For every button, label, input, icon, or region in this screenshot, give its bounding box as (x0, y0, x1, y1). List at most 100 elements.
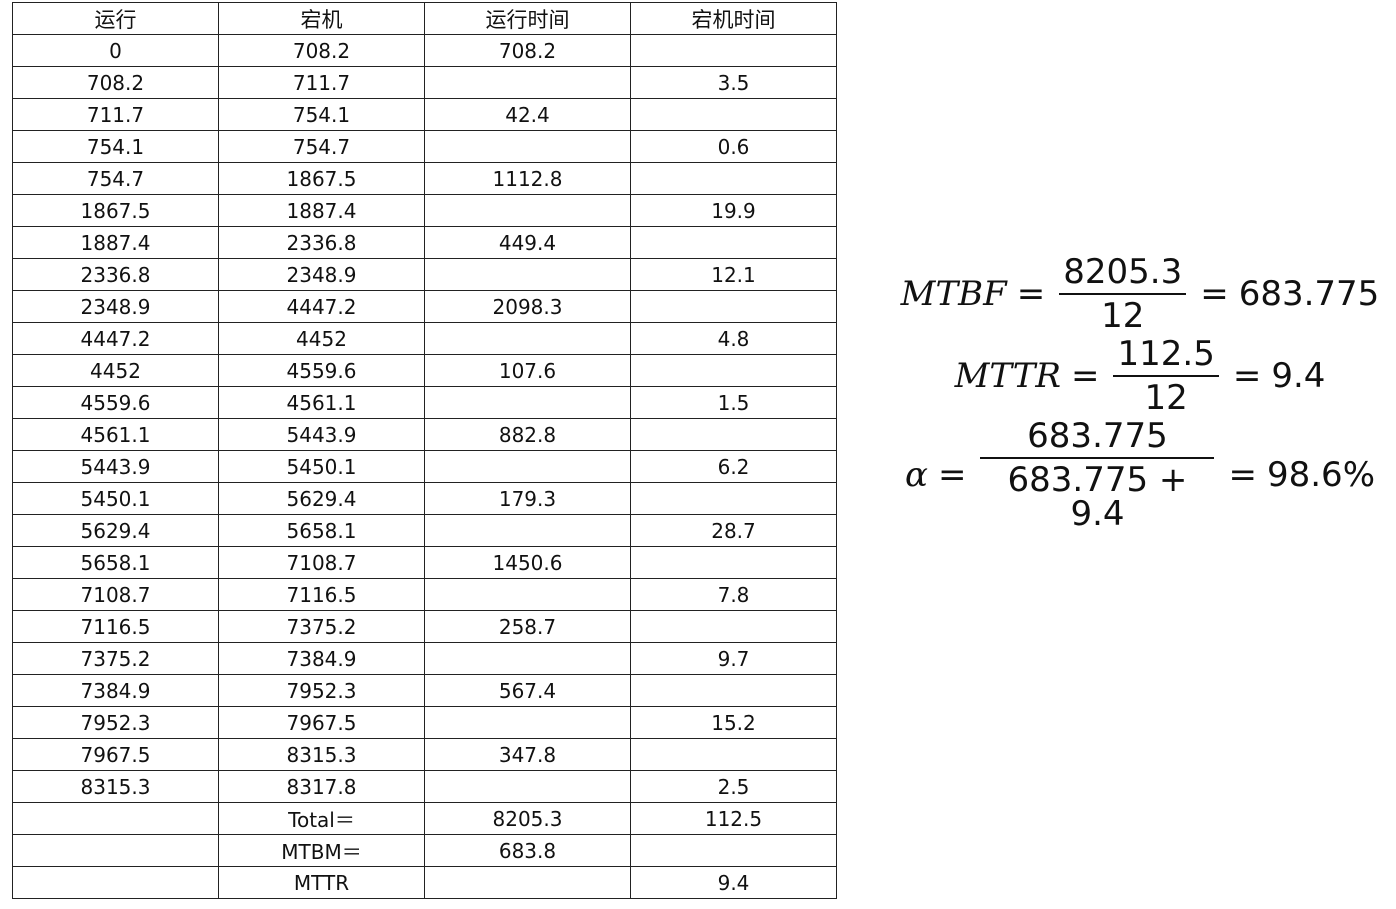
cell-down-time: 7.8 (630, 578, 837, 611)
equals-sign: = (1016, 274, 1046, 314)
cell-run: 5658.1 (12, 546, 219, 579)
cell-run: 711.7 (12, 98, 219, 131)
mttr-result: 9.4 (1271, 356, 1326, 396)
cell-down-time (630, 834, 837, 867)
table-body: 0 708.2 708.2 708.2 711.7 3.5 711.7 754.1 42.4 75… (12, 34, 837, 899)
cell-down: 8315.3 (218, 738, 425, 771)
cell-run: 7108.7 (12, 578, 219, 611)
cell-run: 2336.8 (12, 258, 219, 291)
cell-down: 7952.3 (218, 674, 425, 707)
cell-run-time: 2098.3 (424, 290, 631, 323)
table-row: 2336.8 2348.9 12.1 (12, 258, 837, 291)
cell-run: 2348.9 (12, 290, 219, 323)
cell-run-time: 258.7 (424, 610, 631, 643)
cell-run-time (424, 322, 631, 355)
equals-sign: = (1232, 356, 1262, 396)
cell-run: 4561.1 (12, 418, 219, 451)
cell-run: 8315.3 (12, 770, 219, 803)
cell-run: 5443.9 (12, 450, 219, 483)
cell-run: 5450.1 (12, 482, 219, 515)
cell-run: 754.7 (12, 162, 219, 195)
cell-down: 5450.1 (218, 450, 425, 483)
table-row: 708.2 711.7 3.5 (12, 66, 837, 99)
mttr-equation: MTTR = 112.5 12 = 9.4 (905, 337, 1375, 415)
cell-down-time (630, 610, 837, 643)
table-row: 1867.5 1887.4 19.9 (12, 194, 837, 227)
alpha-label: α (905, 455, 928, 495)
cell-down: 754.1 (218, 98, 425, 131)
equals-sign: = (1228, 455, 1257, 495)
cell-down-time (630, 738, 837, 771)
equals-sign: = (937, 455, 967, 495)
cell-down: 8317.8 (218, 770, 425, 803)
cell-run-time: 708.2 (424, 34, 631, 67)
cell-run (12, 866, 219, 899)
alpha-result: 98.6% (1266, 455, 1375, 495)
cell-down-time: 6.2 (630, 450, 837, 483)
cell-run-time (424, 706, 631, 739)
cell-run-time: 1112.8 (424, 162, 631, 195)
cell-down: 5629.4 (218, 482, 425, 515)
cell-run: 7952.3 (12, 706, 219, 739)
cell-down: MTBM＝ (218, 834, 425, 867)
cell-down: 7116.5 (218, 578, 425, 611)
cell-down: 5658.1 (218, 514, 425, 547)
cell-down: 4452 (218, 322, 425, 355)
table-row: 2348.9 4447.2 2098.3 (12, 290, 837, 323)
cell-down-time: 15.2 (630, 706, 837, 739)
table-row: 754.1 754.7 0.6 (12, 130, 837, 163)
cell-down-time: 28.7 (630, 514, 837, 547)
alpha-numerator: 683.775 (1027, 416, 1168, 456)
table-row: 5629.4 5658.1 28.7 (12, 514, 837, 547)
cell-down-time (630, 162, 837, 195)
table-row: 7384.9 7952.3 567.4 (12, 674, 837, 707)
table-row: 0 708.2 708.2 (12, 34, 837, 67)
cell-down: 4561.1 (218, 386, 425, 419)
cell-down: 4559.6 (218, 354, 425, 387)
cell-down-time (630, 482, 837, 515)
availability-equation: α = 683.775 683.775 + 9.4 = 98.6% (905, 419, 1375, 531)
cell-run: 7116.5 (12, 610, 219, 643)
cell-run: 754.1 (12, 130, 219, 163)
cell-down-time: 1.5 (630, 386, 837, 419)
header-down-time: 宕机时间 (630, 2, 837, 35)
mtbf-result: 683.775 (1238, 274, 1380, 314)
cell-run: 1887.4 (12, 226, 219, 259)
mttr-fraction: 112.5 12 (1113, 337, 1219, 415)
alpha-fraction: 683.775 683.775 + 9.4 (980, 416, 1215, 531)
cell-run-time (424, 514, 631, 547)
cell-run-time (424, 130, 631, 163)
mtbf-denominator: 12 (1059, 293, 1187, 333)
table-row: 7952.3 7967.5 15.2 (12, 706, 837, 739)
header-run: 运行 (12, 2, 219, 35)
cell-down: 7375.2 (218, 610, 425, 643)
cell-down: 5443.9 (218, 418, 425, 451)
header-down: 宕机 (218, 2, 425, 35)
table-row: 5443.9 5450.1 6.2 (12, 450, 837, 483)
table-row: 5450.1 5629.4 179.3 (12, 482, 837, 515)
mttr-denominator: 12 (1113, 375, 1219, 415)
cell-run: 708.2 (12, 66, 219, 99)
cell-down: 7967.5 (218, 706, 425, 739)
cell-down: 1887.4 (218, 194, 425, 227)
table-row: 711.7 754.1 42.4 (12, 98, 837, 131)
cell-run-time: 42.4 (424, 98, 631, 131)
cell-down-time (630, 226, 837, 259)
mtbf-numerator: 8205.3 (1063, 252, 1183, 292)
cell-down-time (630, 546, 837, 579)
table-row: 4447.2 4452 4.8 (12, 322, 837, 355)
cell-down-time (630, 98, 837, 131)
cell-down: 7108.7 (218, 546, 425, 579)
cell-run-time (424, 258, 631, 291)
alpha-denominator: 683.775 + 9.4 (980, 457, 1215, 531)
table-row: 8315.3 8317.8 2.5 (12, 770, 837, 803)
cell-run-time: 179.3 (424, 482, 631, 515)
cell-down: 1867.5 (218, 162, 425, 195)
mtbf-equation: MTBF = 8205.3 12 = 683.775 (901, 252, 1380, 333)
cell-run: 7967.5 (12, 738, 219, 771)
cell-down-time: 2.5 (630, 770, 837, 803)
cell-run: 1867.5 (12, 194, 219, 227)
cell-down-time (630, 290, 837, 323)
table-row: MTBM＝ 683.8 (12, 834, 837, 867)
cell-down-time (630, 674, 837, 707)
